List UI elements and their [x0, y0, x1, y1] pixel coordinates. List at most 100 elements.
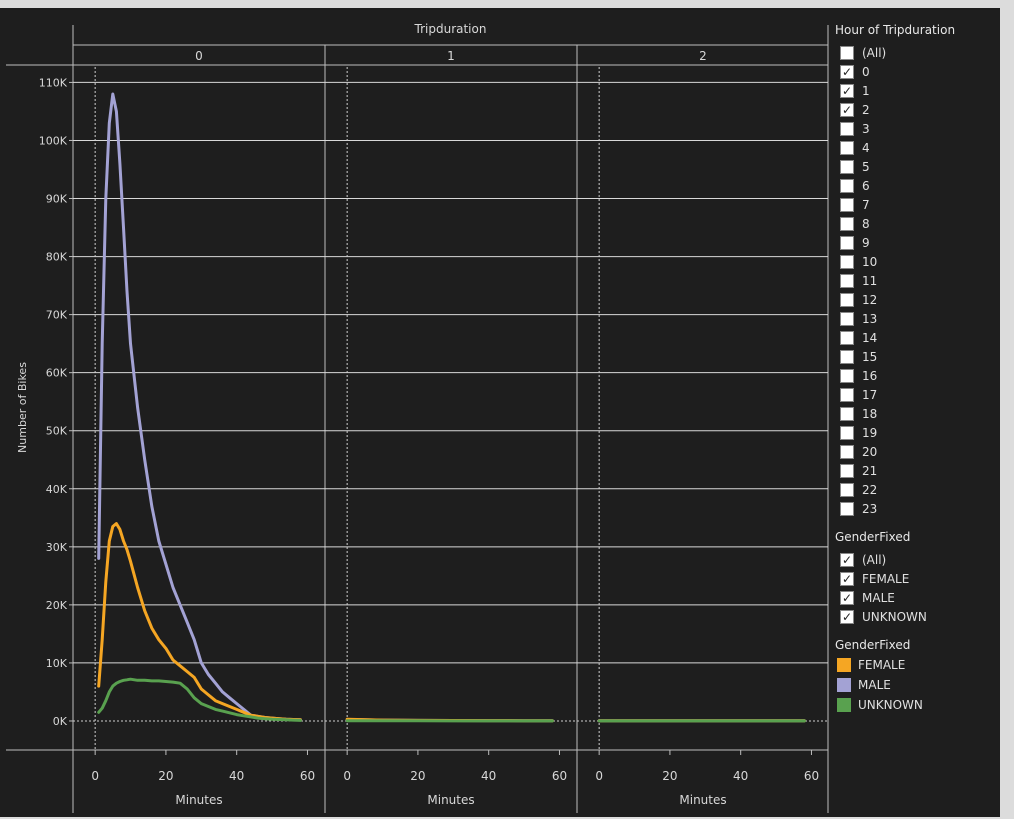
- hour-filter-item[interactable]: 7: [840, 195, 886, 214]
- checkbox[interactable]: [840, 216, 854, 231]
- gender-filter-item[interactable]: ✓ UNKNOWN: [840, 607, 927, 626]
- column-header: Tripduration: [414, 22, 487, 36]
- hour-filter-label: 20: [862, 444, 878, 459]
- hour-filter-item[interactable]: 6: [840, 176, 886, 195]
- color-legend-label: MALE: [858, 678, 891, 692]
- hour-filter-item[interactable]: 3: [840, 119, 886, 138]
- checkbox[interactable]: [840, 159, 854, 174]
- gender-filter-title: GenderFixed: [835, 530, 911, 544]
- gender-filter-label: MALE: [862, 590, 895, 605]
- checkbox[interactable]: [840, 197, 854, 212]
- checkbox[interactable]: ✓: [840, 64, 854, 79]
- gender-filter-list: ✓ (All) ✓ FEMALE ✓ MALE ✓ UNKNOWN: [840, 550, 927, 626]
- y-tick-label: 20K: [46, 599, 68, 612]
- hour-filter-label: 4: [862, 140, 870, 155]
- hour-filter-item[interactable]: 10: [840, 252, 886, 271]
- gender-filter-item[interactable]: ✓ FEMALE: [840, 569, 927, 588]
- x-tick-label: 20: [410, 769, 425, 783]
- checkbox[interactable]: ✓: [840, 552, 854, 567]
- checkbox[interactable]: ✓: [840, 102, 854, 117]
- gender-filter-item[interactable]: ✓ MALE: [840, 588, 927, 607]
- checkbox[interactable]: [840, 140, 854, 155]
- hour-filter-item[interactable]: (All): [840, 43, 886, 62]
- hour-filter-item[interactable]: 8: [840, 214, 886, 233]
- hour-filter-item[interactable]: 21: [840, 461, 886, 480]
- hour-filter-item[interactable]: 5: [840, 157, 886, 176]
- checkbox[interactable]: [840, 235, 854, 250]
- color-legend-item[interactable]: MALE: [837, 675, 923, 695]
- checkbox[interactable]: ✓: [840, 590, 854, 605]
- y-axis-label: Number of Bikes: [16, 362, 29, 453]
- x-axis-label-0: Minutes: [175, 793, 222, 807]
- hour-filter-item[interactable]: ✓ 0: [840, 62, 886, 81]
- hour-filter-label: 17: [862, 387, 878, 402]
- panel-header-2: 2: [699, 49, 707, 63]
- gender-filter-label: (All): [862, 552, 887, 567]
- hour-filter-label: 21: [862, 463, 878, 478]
- hour-filter-item[interactable]: 23: [840, 499, 886, 518]
- checkbox[interactable]: [840, 501, 854, 516]
- hour-filter-item[interactable]: 13: [840, 309, 886, 328]
- hour-filter-item[interactable]: 18: [840, 404, 886, 423]
- checkbox[interactable]: [840, 330, 854, 345]
- checkbox[interactable]: [840, 482, 854, 497]
- hour-filter-item[interactable]: 20: [840, 442, 886, 461]
- hour-filter-item[interactable]: 17: [840, 385, 886, 404]
- y-tick-label: 70K: [46, 309, 68, 322]
- hour-filter-item[interactable]: ✓ 2: [840, 100, 886, 119]
- checkbox[interactable]: [840, 444, 854, 459]
- checkbox[interactable]: ✓: [840, 609, 854, 624]
- color-legend-item[interactable]: FEMALE: [837, 655, 923, 675]
- x-axis-label-1: Minutes: [427, 793, 474, 807]
- checkbox[interactable]: [840, 121, 854, 136]
- hour-filter-item[interactable]: 4: [840, 138, 886, 157]
- hour-filter-label: 5: [862, 159, 870, 174]
- hour-filter-item[interactable]: ✓ 1: [840, 81, 886, 100]
- y-tick-label: 50K: [46, 425, 68, 438]
- legend-swatch: [837, 698, 851, 712]
- checkbox[interactable]: ✓: [840, 571, 854, 586]
- hour-filter-label: 13: [862, 311, 878, 326]
- y-tick-label: 60K: [46, 367, 68, 380]
- hour-filter-label: 1: [862, 83, 870, 98]
- hour-filter-item[interactable]: 12: [840, 290, 886, 309]
- checkbox[interactable]: ✓: [840, 83, 854, 98]
- checkbox[interactable]: [840, 292, 854, 307]
- checkbox[interactable]: [840, 349, 854, 364]
- hour-filter-title: Hour of Tripduration: [835, 23, 956, 37]
- checkbox[interactable]: [840, 178, 854, 193]
- checkbox[interactable]: [840, 311, 854, 326]
- hour-filter-label: 2: [862, 102, 870, 117]
- checkbox[interactable]: [840, 45, 854, 60]
- checkbox[interactable]: [840, 406, 854, 421]
- checkbox[interactable]: [840, 254, 854, 269]
- x-tick-label: 0: [595, 769, 603, 783]
- gender-filter-item[interactable]: ✓ (All): [840, 550, 927, 569]
- hour-filter-item[interactable]: 19: [840, 423, 886, 442]
- legend-swatch: [837, 678, 851, 692]
- x-tick-label: 60: [552, 769, 567, 783]
- hour-filter-label: 7: [862, 197, 870, 212]
- checkbox[interactable]: [840, 463, 854, 478]
- hour-filter-item[interactable]: 22: [840, 480, 886, 499]
- y-tick-label: 80K: [46, 251, 68, 264]
- hour-filter-label: 10: [862, 254, 878, 269]
- checkbox[interactable]: [840, 273, 854, 288]
- hour-filter-item[interactable]: 9: [840, 233, 886, 252]
- hour-filter-label: 15: [862, 349, 878, 364]
- x-tick-label: 40: [733, 769, 748, 783]
- checkbox[interactable]: [840, 368, 854, 383]
- x-tick-label: 40: [229, 769, 244, 783]
- hour-filter-label: 8: [862, 216, 870, 231]
- hour-filter-label: 23: [862, 501, 878, 516]
- hour-filter-item[interactable]: 14: [840, 328, 886, 347]
- hour-filter-item[interactable]: 15: [840, 347, 886, 366]
- hour-filter-item[interactable]: 11: [840, 271, 886, 290]
- hour-filter-item[interactable]: 16: [840, 366, 886, 385]
- x-tick-label: 20: [662, 769, 677, 783]
- checkbox[interactable]: [840, 387, 854, 402]
- color-legend-item[interactable]: UNKNOWN: [837, 695, 923, 715]
- panel-header-0: 0: [195, 49, 203, 63]
- x-tick-label: 60: [804, 769, 819, 783]
- checkbox[interactable]: [840, 425, 854, 440]
